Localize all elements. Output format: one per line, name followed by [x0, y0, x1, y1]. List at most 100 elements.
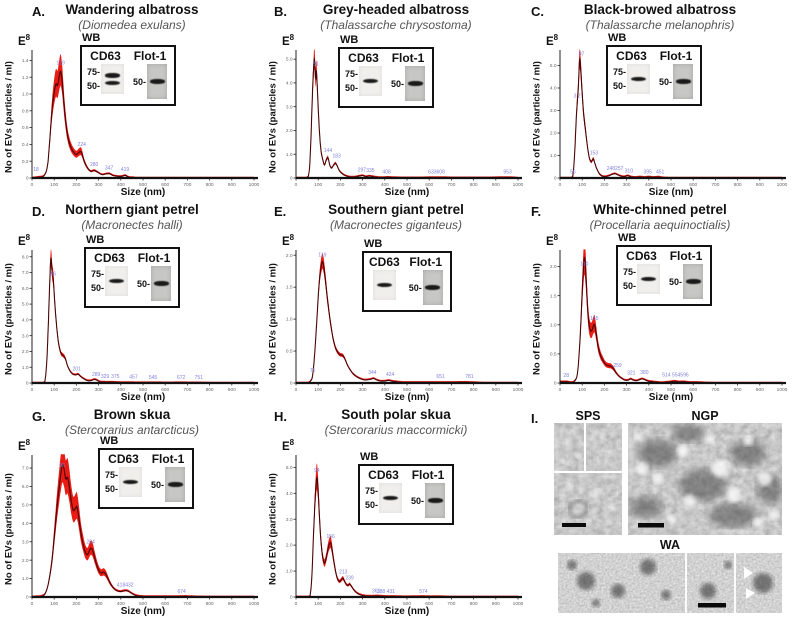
wb-lane-label: Flot-1	[659, 49, 693, 63]
svg-text:0: 0	[559, 182, 562, 188]
svg-text:100: 100	[578, 182, 586, 188]
wb-band	[167, 482, 183, 487]
panel-subtitle: (Stercorarius antarcticus)	[64, 423, 200, 438]
svg-text:300: 300	[95, 387, 103, 393]
nta-chart-g: 0 1.0 2.0 3.0 4.0 5.0 6.0 7.0 0 100 200 300 400 500 60…	[22, 454, 260, 617]
wb-lane-row: 75- 50-	[105, 467, 143, 497]
wb-band	[425, 285, 441, 290]
em-label-sps: SPS	[575, 409, 601, 423]
svg-text:375: 375	[111, 374, 120, 380]
peak-annotations: 28 110 155 259 321 380 514 554596	[563, 262, 688, 379]
svg-text:300: 300	[623, 182, 631, 188]
plot-area: E8 0 1.0 2.0 3.0 4.0 5.0 0 100 200 300 400 500 600 700…	[280, 33, 526, 200]
svg-text:400: 400	[645, 387, 653, 393]
svg-text:1000: 1000	[513, 182, 524, 188]
svg-text:1000: 1000	[513, 601, 524, 607]
scale-bar-sps	[562, 523, 586, 528]
svg-text:0: 0	[26, 595, 29, 601]
svg-text:94: 94	[314, 468, 320, 474]
svg-text:953: 953	[503, 170, 512, 176]
svg-text:700: 700	[711, 387, 719, 393]
wb-band	[377, 282, 393, 288]
wb-lane-row: 75- 50-	[91, 266, 129, 296]
wb-inset: WB CD63 75- 50- Flot-1 50-	[338, 34, 435, 108]
svg-text:18: 18	[33, 167, 39, 173]
svg-text:0: 0	[290, 176, 293, 182]
svg-text:97: 97	[579, 52, 585, 58]
nta-chart-f: 0 0.5 1.0 1.5 2.0 0 100 200 300 400 500 600 700 800 90…	[550, 249, 788, 403]
svg-text:56: 56	[570, 169, 576, 175]
svg-text:5.0: 5.0	[22, 302, 29, 308]
wb-inset: WB CD63 75- 50- Flot-1 50-	[98, 435, 195, 509]
svg-text:400: 400	[645, 182, 653, 188]
plot-wrap: No of EVs (particles / ml) E8 0 0.5 1.0 1.5 2.…	[266, 233, 526, 405]
wb-lane-label: CD63	[616, 49, 647, 63]
wb-header-label: WB	[86, 234, 105, 246]
wb-box: CD63 75- 50- Flot-1 50-	[338, 47, 435, 108]
wb-mw-label: 50-	[151, 479, 165, 490]
svg-text:0: 0	[295, 601, 298, 607]
y-axis-label: No of EVs (particles / ml)	[3, 61, 15, 173]
svg-text:1.0: 1.0	[550, 322, 557, 328]
axes-group: 0 1.0 2.0 3.0 4.0 5.0 0 100 200 300 400 500 600 700 80…	[550, 50, 788, 198]
svg-text:0: 0	[31, 601, 34, 607]
svg-text:Size (nm): Size (nm)	[121, 187, 165, 198]
y-scale-label: E8	[546, 233, 559, 248]
svg-text:2.0: 2.0	[286, 253, 293, 259]
panel-letter: C.	[531, 4, 544, 19]
svg-text:329: 329	[101, 374, 110, 380]
wb-lane-row: 75- 50-	[345, 66, 383, 96]
wb-header-label: WB	[608, 32, 627, 44]
svg-text:96: 96	[51, 271, 57, 277]
svg-text:200: 200	[72, 387, 80, 393]
wb-inset: WB CD63 75- 50- Flot-1 50-	[606, 32, 703, 106]
wb-lane-cd63: CD63 75- 50-	[105, 452, 143, 497]
svg-text:5.0: 5.0	[550, 63, 557, 69]
svg-text:424: 424	[386, 372, 395, 378]
em-wa: WA	[554, 538, 786, 613]
panel-titles: Grey-headed albatross (Thalassarche chrys…	[264, 0, 528, 33]
peak-annotations: 96 201 289 329 375 457 545 672 751	[51, 271, 204, 381]
svg-text:300: 300	[359, 601, 367, 607]
svg-text:1000: 1000	[777, 182, 788, 188]
wb-lane-row	[372, 270, 397, 300]
svg-text:91: 91	[313, 61, 319, 67]
panel-titles: White-chinned petrel (Procellaria aequino…	[528, 200, 792, 233]
wb-blot-lane	[151, 266, 172, 301]
wb-band	[109, 278, 125, 284]
y-scale-label: E8	[18, 438, 31, 453]
y-scale-label: E8	[18, 233, 31, 248]
wb-lane-flot-1: Flot-1 50-	[133, 49, 168, 99]
plot-area: E8 0 1.0 2.0 3.0 4.0 5.0 0 100 200 300 400 500 600 700…	[544, 32, 790, 200]
plot-wrap: No of EVs (particles / ml) E8 0 1.0 2.0 3.0 4.…	[530, 32, 790, 200]
svg-text:700: 700	[447, 182, 455, 188]
wb-lane-row: 50-	[133, 64, 168, 99]
plot-wrap: No of EVs (particles / ml) E8 0 1.0 2.0 3.0 4.…	[2, 435, 262, 619]
wb-header-label: WB	[82, 32, 101, 44]
svg-text:1.5: 1.5	[286, 285, 293, 291]
svg-text:700: 700	[447, 601, 455, 607]
svg-text:500: 500	[139, 182, 147, 188]
svg-text:75: 75	[310, 368, 316, 374]
y-scale-label: E8	[546, 33, 559, 48]
plot-area: E8 0 1.0 2.0 3.0 4.0 5.0 6.0 7.0 8.0 0 100 200 300 400…	[16, 233, 262, 405]
svg-text:900: 900	[756, 387, 764, 393]
y-scale-label: E8	[18, 33, 31, 48]
wb-band	[105, 73, 121, 78]
wb-mw-markers: 50-	[411, 496, 424, 506]
wb-lane-row: 75- 50-	[365, 483, 403, 513]
svg-text:183: 183	[332, 153, 341, 159]
svg-text:0: 0	[295, 387, 298, 393]
wb-mw-markers: 75- 50-	[345, 67, 358, 95]
svg-text:Size (nm): Size (nm)	[121, 392, 165, 403]
svg-text:700: 700	[183, 601, 191, 607]
svg-text:1000: 1000	[513, 387, 524, 393]
wb-blot-lane	[422, 270, 443, 305]
svg-text:1.5: 1.5	[550, 293, 557, 299]
svg-text:600: 600	[161, 601, 169, 607]
wb-band	[153, 281, 169, 286]
wb-blot-lane	[105, 266, 129, 296]
svg-text:0: 0	[26, 381, 29, 387]
svg-text:1000: 1000	[249, 387, 260, 393]
